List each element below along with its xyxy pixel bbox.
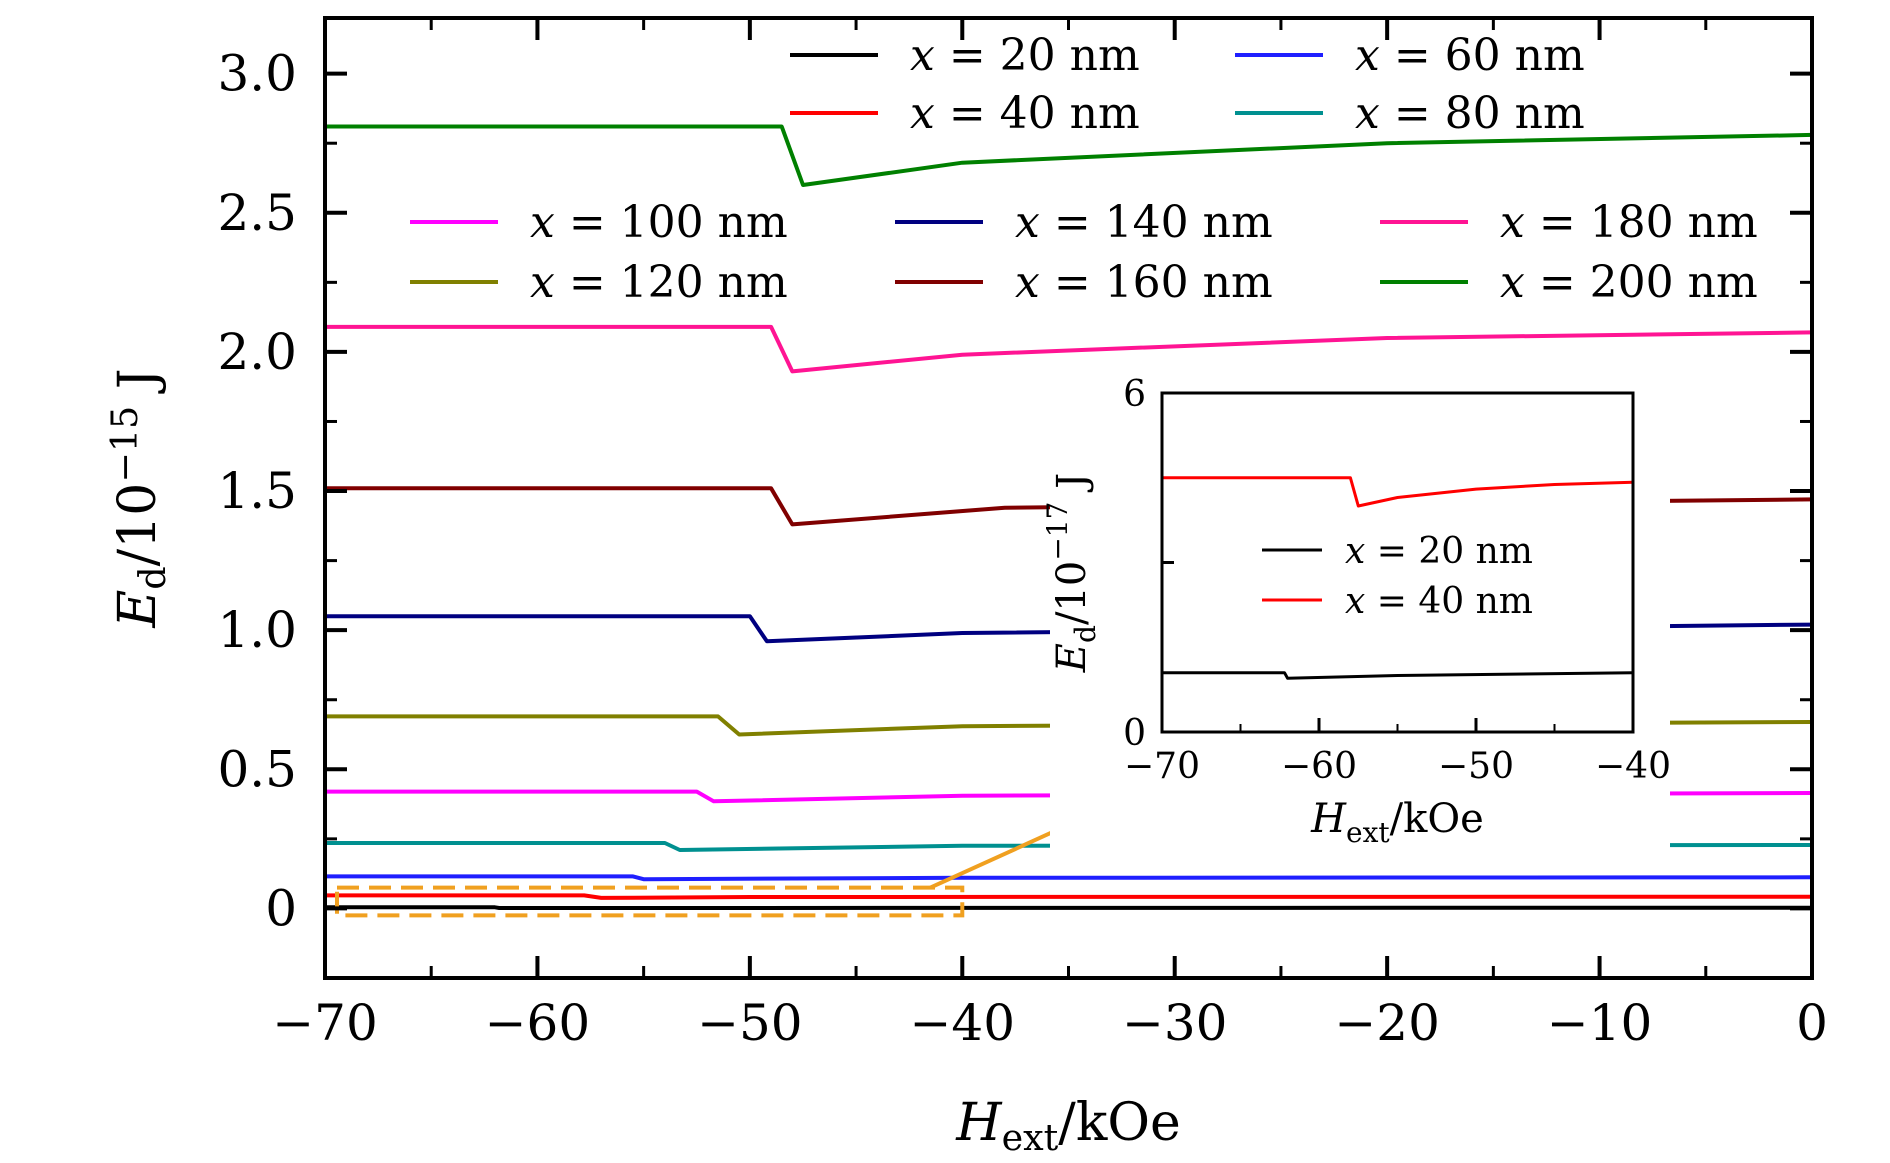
inset-x-tick-label: −50 [1438, 746, 1514, 787]
inset-legend-label-x-40-nm: x = 40 nm [1345, 581, 1533, 622]
legend-label-x-80-nm: x = 80 nm [1355, 88, 1585, 139]
x-tick-label: −10 [1547, 994, 1653, 1052]
y-tick-label: 2.5 [217, 184, 297, 242]
inset-legend-label-x-20-nm: x = 20 nm [1345, 531, 1533, 572]
highlight-arrow-line [929, 822, 1070, 890]
y-tick-label: 3.0 [217, 45, 297, 103]
x-axis-title: Hext/kOe [955, 1093, 1180, 1158]
x-tick-label: −20 [1334, 994, 1440, 1052]
legend-label-x-20-nm: x = 20 nm [910, 30, 1140, 81]
inset-x-tick-label: −40 [1595, 746, 1671, 787]
legend-label-x-160-nm: x = 160 nm [1015, 257, 1273, 308]
series-line-x-20-nm [325, 905, 1813, 910]
y-tick-label: 1.0 [217, 601, 297, 659]
x-tick-label: 0 [1796, 994, 1828, 1052]
series-line-x-200-nm [325, 124, 1813, 187]
y-tick-label: 0 [265, 879, 297, 937]
legend-group: x = 20 nm x = 60 nm x = 40 nm x = 80 nm x = … [410, 30, 1758, 308]
x-tick-label: −30 [1122, 994, 1228, 1052]
main-axes-group: −70 −60 −50 −40 −30 −20 −10 0 0 0.5 1.0 1.5 2.0 2.5 3.… [103, 16, 1828, 1159]
inset-x-axis-title: Hext/kOe [1310, 796, 1484, 849]
series-line-x-60-nm [325, 874, 1813, 882]
series-line-x-180-nm [325, 324, 1813, 374]
legend-label-x-40-nm: x = 40 nm [910, 88, 1140, 139]
y-axis-title: Ed/10−15 J [103, 368, 174, 628]
inset-y-axis-title: Ed/10−17 J [1041, 473, 1102, 673]
legend-label-x-180-nm: x = 180 nm [1500, 197, 1758, 248]
legend-label-x-140-nm: x = 140 nm [1015, 197, 1273, 248]
series-line-x-40-nm [325, 893, 1813, 900]
y-tick-label: 2.0 [217, 323, 297, 381]
main-series-group [325, 124, 1813, 910]
x-tick-label: −50 [697, 994, 803, 1052]
y-tick-label: 0.5 [217, 740, 297, 798]
inset-series-line-x-40-nm [1162, 476, 1634, 508]
x-tick-label: −70 [272, 994, 378, 1052]
inset-group: −70 −60 −50 −40 0 6 Hext/kOe Ed/10−17 J x = 20 n… [1041, 374, 1671, 860]
legend-label-x-120-nm: x = 120 nm [530, 257, 788, 308]
inset-y-tick-label: 0 [1123, 713, 1146, 754]
legend-label-x-100-nm: x = 100 nm [530, 197, 788, 248]
inset-x-tick-label: −60 [1281, 746, 1357, 787]
inset-x-tick-label: −70 [1124, 746, 1200, 787]
highlight-box-group [335, 812, 1086, 918]
y-tick-label: 1.5 [217, 462, 297, 520]
highlight-box [335, 885, 965, 918]
legend-label-x-60-nm: x = 60 nm [1355, 30, 1585, 81]
x-tick-label: −60 [485, 994, 591, 1052]
inset-series-line-x-20-nm [1162, 671, 1634, 680]
x-tick-label: −40 [910, 994, 1016, 1052]
inset-y-tick-label: 6 [1123, 374, 1146, 415]
inset-background [1050, 380, 1670, 860]
legend-label-x-200-nm: x = 200 nm [1500, 257, 1758, 308]
